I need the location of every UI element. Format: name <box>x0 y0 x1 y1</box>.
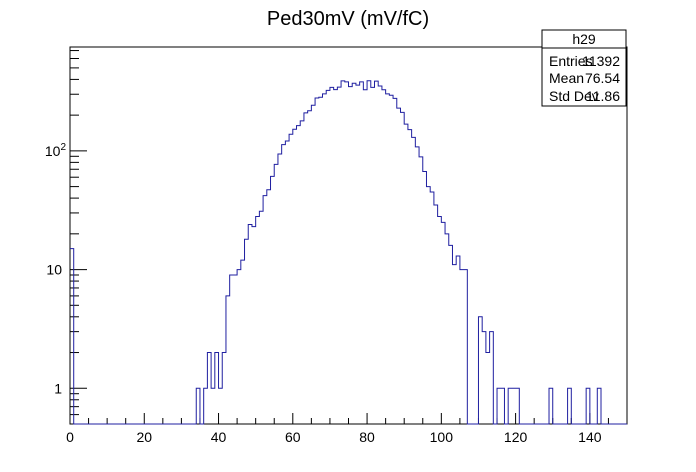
stats-stddev-label: Std Dev <box>549 88 599 104</box>
chart-title: Ped30mV (mV/fC) <box>267 8 429 30</box>
stats-mean-value: 76.54 <box>585 70 620 86</box>
stats-stddev-value: 11.86 <box>586 88 620 104</box>
y-tick-label: 10 <box>46 262 62 278</box>
stats-mean-label: Mean <box>549 70 584 86</box>
y-tick-base: 1 <box>54 380 62 396</box>
x-tick-label: 60 <box>285 429 301 445</box>
stats-box-title: h29 <box>572 31 596 47</box>
x-tick-label: 40 <box>211 429 227 445</box>
x-tick-label: 100 <box>430 429 454 445</box>
x-tick-label: 140 <box>578 429 602 445</box>
stats-box: h29 Entries 11392 Mean 76.54 Std Dev 11.… <box>541 29 627 107</box>
stats-entries-value: 11392 <box>582 53 620 69</box>
y-tick-base: 10 <box>46 262 62 278</box>
x-axis-ticks: 0 20 40 60 80 100 120 140 <box>66 413 628 445</box>
stats-entries-label: Entries <box>549 53 593 69</box>
y-tick-base: 10 <box>45 143 61 159</box>
histogram-line <box>70 80 627 425</box>
x-tick-label: 0 <box>66 429 74 445</box>
x-tick-label: 80 <box>359 429 375 445</box>
x-tick-label: 120 <box>504 429 528 445</box>
y-tick-exponent: 2 <box>60 142 66 153</box>
x-tick-label: 20 <box>136 429 152 445</box>
stats-box-frame <box>541 29 627 107</box>
y-tick-label: 102 <box>45 142 67 159</box>
y-tick-label: 1 <box>54 380 62 396</box>
